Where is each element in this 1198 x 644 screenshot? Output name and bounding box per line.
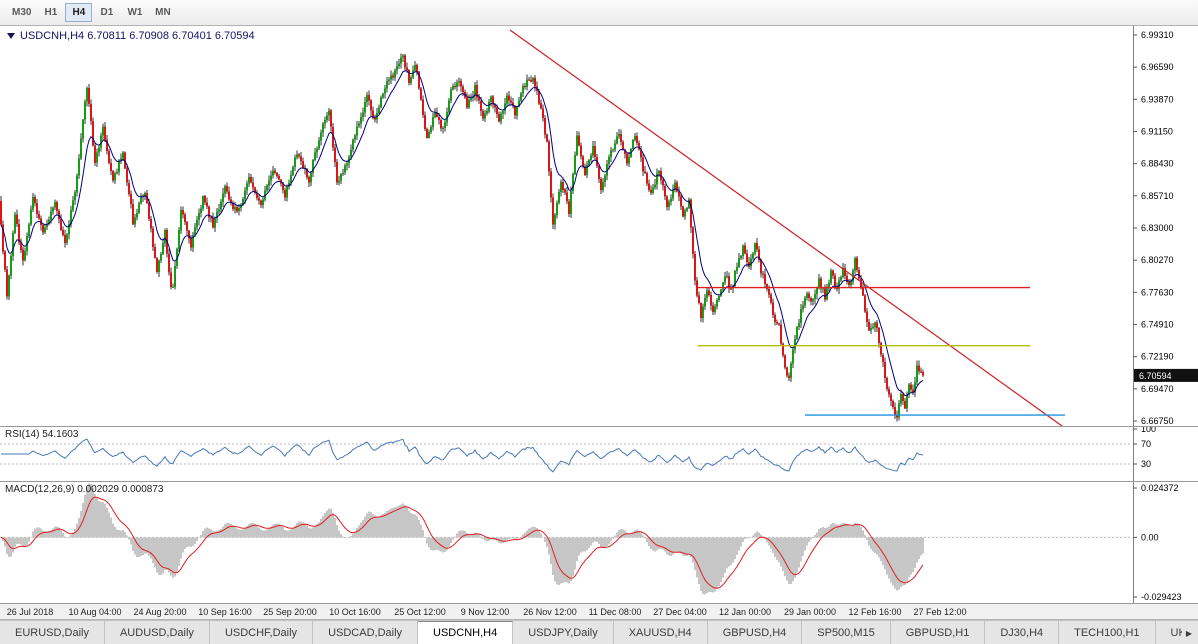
price-axis-label: 6.77630 <box>1141 287 1174 297</box>
current-price-badge-text: 6.70594 <box>1139 371 1172 381</box>
time-axis-label: 26 Nov 12:00 <box>523 607 577 617</box>
price-axis-label: 6.96590 <box>1141 62 1174 72</box>
time-axis-label: 10 Oct 16:00 <box>329 607 381 617</box>
price-axis-label: 6.69470 <box>1141 384 1174 394</box>
chart-tab-gbpusd-h4[interactable]: GBPUSD,H4 <box>707 621 803 644</box>
time-axis-label: 27 Feb 12:00 <box>913 607 967 617</box>
chart-tab-sp500-m15[interactable]: SP500,M15 <box>802 621 891 644</box>
price-axis-label: 6.74910 <box>1141 320 1174 330</box>
time-axis-label: 26 Jul 2018 <box>6 607 54 617</box>
chart-tab-usdjpy-daily[interactable]: USDJPY,Daily <box>513 621 614 644</box>
chart-tab-gbpusd-h1[interactable]: GBPUSD,H1 <box>890 621 986 644</box>
tab-scroll-right-button[interactable]: ▶ <box>1182 622 1196 644</box>
price-axis-label: 6.91150 <box>1141 127 1173 137</box>
chart-tab-audusd-daily[interactable]: AUDUSD,Daily <box>104 621 210 644</box>
timeframe-toolbar: M30 H1 H4 D1 W1 MN <box>0 0 1198 26</box>
macd-canvas[interactable]: 0.024372 0.00 -0.029423 <box>0 482 1198 603</box>
chart-tab-xauusd-h4[interactable]: XAUUSD,H4 <box>613 621 708 644</box>
chart-tab-dj30-h4[interactable]: DJ30,H4 <box>985 621 1060 644</box>
moving-average-line <box>0 70 924 397</box>
timeframe-button-h1[interactable]: H1 <box>44 7 58 18</box>
macd-axis-label: 0.024372 <box>1141 483 1179 493</box>
chart-tab-eurusd-daily[interactable]: EURUSD,Daily <box>0 621 105 644</box>
timeframe-button-m30[interactable]: M30 <box>12 7 32 18</box>
chart-tab-tech100-h1[interactable]: TECH100,H1 <box>1059 621 1156 644</box>
timeframe-button-h4[interactable]: H4 <box>65 3 93 22</box>
chart-tabs-bar: EURUSD,Daily AUDUSD,Daily USDCHF,Daily USDC… <box>0 620 1198 644</box>
chart-tab-usdcnh-h4[interactable]: USDCNH,H4 <box>418 621 514 644</box>
time-axis-label: 12 Feb 16:00 <box>848 607 902 617</box>
time-axis-label: 27 Dec 04:00 <box>653 607 707 617</box>
time-axis-label: 12 Jan 00:00 <box>718 607 772 617</box>
chart-panel: 6.99310 6.96590 6.93870 6.91150 6.88430 6.857… <box>0 26 1198 427</box>
chart-tab-usdcad-daily[interactable]: USDCAD,Daily <box>313 621 419 644</box>
price-axis-label: 6.93870 <box>1141 94 1174 104</box>
time-axis-label: 10 Aug 04:00 <box>68 607 122 617</box>
price-axis-label: 6.85710 <box>1141 191 1174 201</box>
timeframe-button-mn[interactable]: MN <box>155 7 171 18</box>
price-axis-label: 6.66750 <box>1141 416 1174 426</box>
timeframe-button-w1[interactable]: W1 <box>127 7 143 18</box>
time-axis-label: 10 Sep 16:00 <box>198 607 252 617</box>
time-axis-label: 25 Sep 20:00 <box>263 607 317 617</box>
main-chart-canvas[interactable]: 6.99310 6.96590 6.93870 6.91150 6.88430 6.857… <box>0 26 1198 426</box>
chart-tab-usdchf-daily[interactable]: USDCHF,Daily <box>209 621 314 644</box>
price-axis-label: 6.88430 <box>1141 159 1174 169</box>
rsi-axis-label: 30 <box>1141 459 1151 469</box>
rsi-panel: 100 70 30 RSI(14) 54.1603 <box>0 427 1198 482</box>
price-axis-label: 6.80270 <box>1141 255 1174 265</box>
time-axis-label: 25 Oct 12:00 <box>394 607 446 617</box>
current-price-badge <box>1134 368 1198 382</box>
price-axis-label: 6.99310 <box>1141 30 1174 40</box>
macd-histogram <box>0 483 924 595</box>
macd-axis-label: 0.00 <box>1141 532 1159 542</box>
macd-signal-line <box>0 496 924 589</box>
price-axis-label: 6.72190 <box>1141 352 1174 362</box>
rsi-axis-label: 70 <box>1141 439 1151 449</box>
time-axis-label: 29 Jan 00:00 <box>783 607 837 617</box>
time-axis-label: 11 Dec 08:00 <box>588 607 642 617</box>
rsi-axis-label: 100 <box>1141 427 1156 434</box>
price-axis-label: 6.83000 <box>1141 223 1174 233</box>
timeframe-button-d1[interactable]: D1 <box>100 7 114 18</box>
candles <box>0 53 924 422</box>
rsi-canvas[interactable]: 100 70 30 <box>0 427 1198 481</box>
macd-axis-label: -0.029423 <box>1141 592 1182 602</box>
descending-trendline[interactable] <box>509 29 1063 426</box>
rsi-line <box>1 438 924 473</box>
macd-panel: 0.024372 0.00 -0.029423 MACD(12,26,9) 0.00… <box>0 482 1198 604</box>
time-axis-label: 24 Aug 20:00 <box>133 607 187 617</box>
time-axis-label: 9 Nov 12:00 <box>460 607 510 617</box>
tab-scroll-right-icon: ▶ <box>1185 628 1193 638</box>
time-axis[interactable]: 26 Jul 2018 10 Aug 04:00 24 Aug 20:00 10 Se… <box>0 604 1198 620</box>
